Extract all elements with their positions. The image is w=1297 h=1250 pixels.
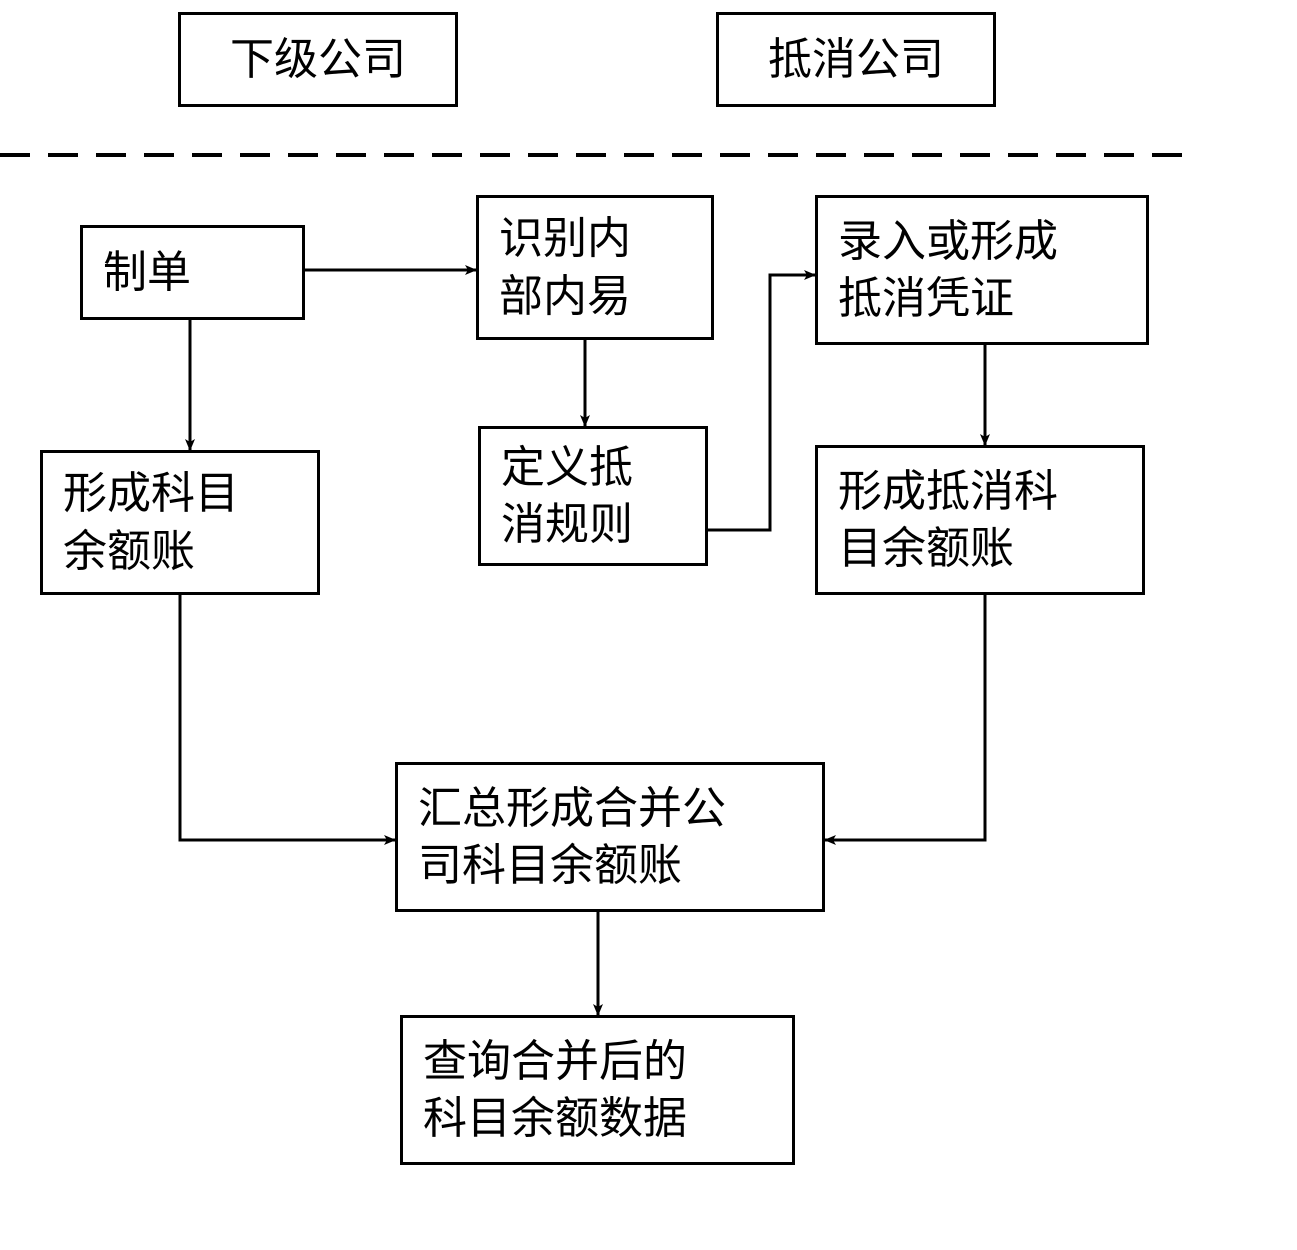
node-n3: 录入或形成抵消凭证 [815, 195, 1149, 345]
node-n8-label: 查询合并后的科目余额数据 [423, 1033, 687, 1147]
node-n3-label: 录入或形成抵消凭证 [838, 213, 1058, 327]
node-n5-label: 定义抵消规则 [501, 439, 633, 553]
header-left: 下级公司 [178, 12, 458, 107]
node-n6-label: 形成抵消科目余额账 [838, 463, 1058, 577]
node-n2-label: 识别内部内易 [499, 210, 631, 324]
node-n5: 定义抵消规则 [478, 426, 708, 566]
header-right-label: 抵消公司 [768, 31, 944, 88]
edge-n6-n7 [825, 595, 985, 840]
node-n8: 查询合并后的科目余额数据 [400, 1015, 795, 1165]
node-n1: 制单 [80, 225, 305, 320]
node-n7-label: 汇总形成合并公司科目余额账 [418, 780, 726, 894]
node-n4: 形成科目余额账 [40, 450, 320, 595]
edge-n4-n7 [180, 595, 395, 840]
node-n7: 汇总形成合并公司科目余额账 [395, 762, 825, 912]
edge-n5-n3 [708, 275, 815, 530]
node-n1-label: 制单 [103, 244, 191, 301]
node-n4-label: 形成科目余额账 [63, 465, 239, 579]
node-n6: 形成抵消科目余额账 [815, 445, 1145, 595]
header-left-label: 下级公司 [230, 31, 406, 88]
node-n2: 识别内部内易 [476, 195, 714, 340]
header-right: 抵消公司 [716, 12, 996, 107]
